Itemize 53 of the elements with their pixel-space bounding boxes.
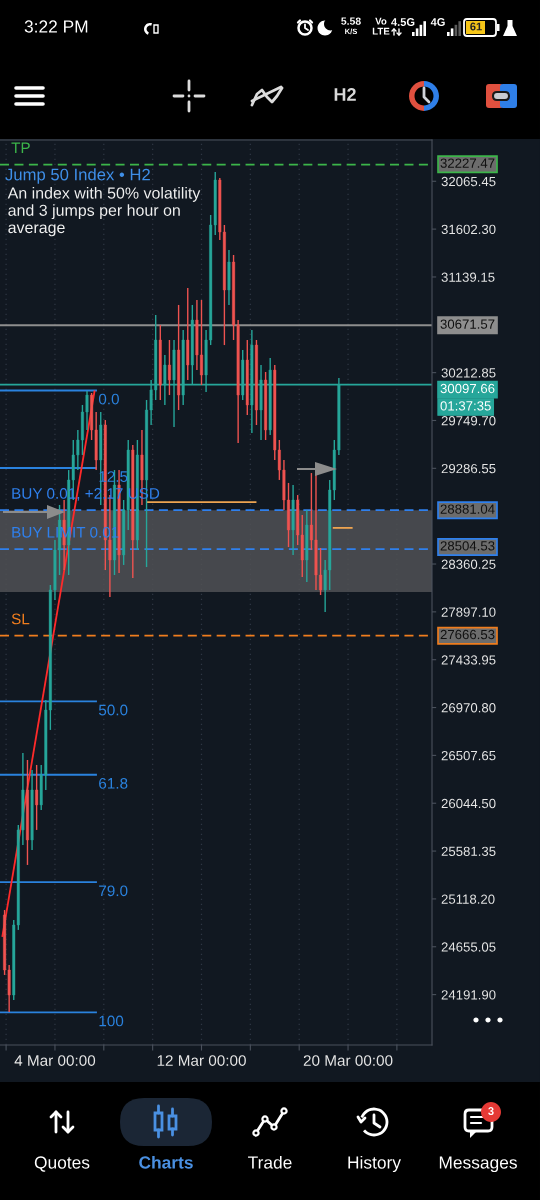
y-tick-label: 31602.30 xyxy=(441,224,496,235)
text: 32227.47 xyxy=(440,158,495,168)
y-tick-label: 25118.20 xyxy=(441,894,495,904)
text: 3 xyxy=(488,1107,494,1115)
candlestick xyxy=(35,764,39,831)
ref-line-label: SL xyxy=(11,613,30,625)
text: 28504.53 xyxy=(440,541,495,551)
text: 30097.66 xyxy=(440,383,495,394)
text: 3:22 PM xyxy=(24,20,88,33)
y-tick-label: 26044.50 xyxy=(441,798,496,809)
y-tick-label: 27433.95 xyxy=(441,655,496,665)
text: Vo xyxy=(375,17,387,25)
text: History xyxy=(348,1155,401,1173)
y-tick-label: 24191.90 xyxy=(441,990,496,1000)
y-tick-label: 29286.55 xyxy=(441,463,496,474)
text: 27666.53 xyxy=(440,629,495,640)
text: Trade xyxy=(248,1155,292,1169)
text: 61 xyxy=(470,22,482,31)
y-tick-label: 25581.35 xyxy=(441,846,496,856)
y-tick-label: 31139.15 xyxy=(441,272,495,282)
text: 5.58 xyxy=(341,17,361,25)
x-tick-label: 4 Mar 00:00 xyxy=(14,1055,96,1066)
text: 4G xyxy=(430,18,445,26)
text: 30671.57 xyxy=(440,319,495,329)
y-tick-label: 28360.25 xyxy=(441,559,496,569)
y-tick-label: 30212.85 xyxy=(441,368,496,378)
text: LTE xyxy=(372,27,390,35)
candlestick xyxy=(254,339,258,426)
candlestick xyxy=(26,759,29,866)
text: H2 xyxy=(334,88,356,101)
y-tick-label: 26507.65 xyxy=(441,750,496,761)
series-label: 61.8 xyxy=(99,777,128,789)
text: 4.5G xyxy=(391,18,415,26)
text: Jump 50 Index • H2 xyxy=(5,168,150,184)
text: Charts xyxy=(139,1155,193,1169)
series-label: 79.0 xyxy=(99,885,128,897)
x-tick-label: 12 Mar 00:00 xyxy=(157,1055,246,1066)
text: 28881.04 xyxy=(440,504,495,514)
text: Quotes xyxy=(34,1156,90,1172)
y-tick-label: 27897.10 xyxy=(441,607,496,617)
series-label: 100 xyxy=(99,1015,124,1027)
y-tick-label: 29749.70 xyxy=(441,416,496,426)
text: An index with 50% volatility and 3 jumps per hour on average xyxy=(7,187,201,237)
series-label: 50.0 xyxy=(98,704,128,716)
y-tick-label: 26970.80 xyxy=(441,703,496,713)
series-label: 0.0 xyxy=(98,393,119,405)
text: 01:37:35 xyxy=(440,401,491,411)
candlestick xyxy=(167,339,171,396)
ref-line-label: TP xyxy=(11,142,30,154)
text: Messages xyxy=(439,1156,517,1173)
y-tick-label: 32065.45 xyxy=(441,176,496,187)
y-tick-label: 24655.05 xyxy=(441,942,496,952)
x-tick-label: 20 Mar 00:00 xyxy=(303,1055,393,1066)
